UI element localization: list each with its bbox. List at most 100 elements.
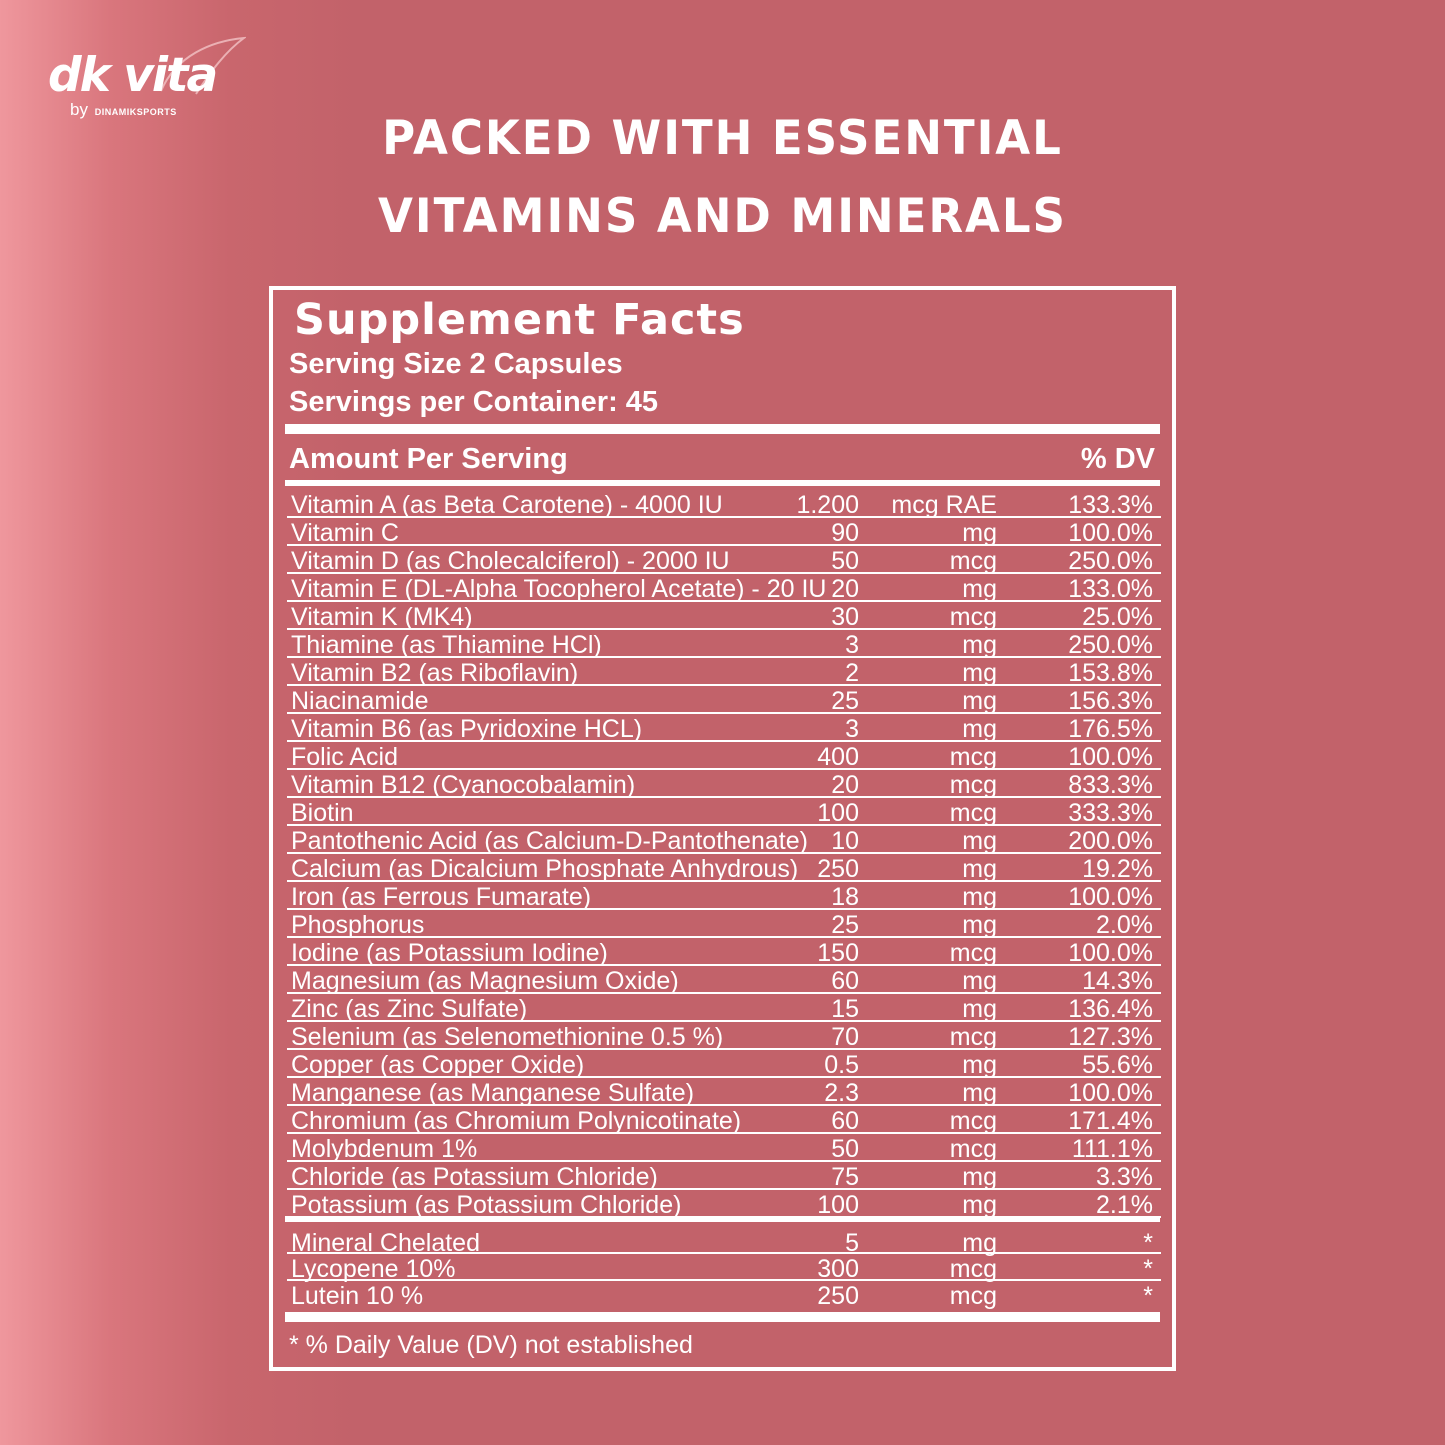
nutrient-row: Niacinamide 25 mg 156.3% <box>287 686 1161 715</box>
serving-size: Serving Size 2 Capsules <box>289 348 623 380</box>
nutrient-unit: mg <box>962 1163 997 1191</box>
nutrient-dv: 153.8% <box>1068 659 1153 687</box>
nutrient-dv: 833.3% <box>1068 771 1153 799</box>
nutrient-dv: 25.0% <box>1082 603 1153 631</box>
nutrient-row: Chromium (as Chromium Polynicotinate) 60 m… <box>287 1106 1161 1135</box>
nutrient-row: Vitamin A (as Beta Carotene) - 4000 IU 1.… <box>287 490 1161 519</box>
nutrient-amount: 2.3 <box>824 1079 859 1107</box>
nutrient-row: Pantothenic Acid (as Calcium-D-Pantothen… <box>287 826 1161 855</box>
nutrient-name: Chromium (as Chromium Polynicotinate) <box>291 1107 742 1135</box>
nutrient-amount: 100 <box>817 799 859 827</box>
nutrient-amount: 150 <box>817 939 859 967</box>
logo-brand: DINAMIKSPORTS <box>94 107 177 117</box>
nutrient-dv: 100.0% <box>1068 1079 1153 1107</box>
nutrient-unit: mg <box>962 1229 997 1257</box>
nutrient-row: Molybdenum 1% 50 mcg 111.1% <box>287 1134 1161 1163</box>
nutrient-name: Niacinamide <box>291 687 429 715</box>
nutrient-amount: 20 <box>831 575 859 603</box>
nutrient-row: Vitamin B6 (as Pyridoxine HCL) 3 mg 176.5% <box>287 714 1161 743</box>
nutrient-amount: 300 <box>817 1255 859 1284</box>
nutrient-amount: 3 <box>845 631 859 659</box>
nutrient-amount: 75 <box>831 1163 859 1191</box>
nutrient-row: Calcium (as Dicalcium Phosphate Anhydrou… <box>287 854 1161 883</box>
nutrient-unit: mg <box>962 911 997 939</box>
footnote: * % Daily Value (DV) not established <box>289 1331 693 1359</box>
nutrient-amount: 25 <box>831 911 859 939</box>
nutrient-row: Phosphorus 25 mg 2.0% <box>287 910 1161 939</box>
nutrient-name: Vitamin B6 (as Pyridoxine HCL) <box>291 715 643 743</box>
nutrient-dv: * <box>1143 1281 1153 1310</box>
nutrient-name: Molybdenum 1% <box>291 1135 478 1163</box>
nutrient-row: Vitamin B12 (Cyanocobalamin) 20 mcg 833.3% <box>287 770 1161 799</box>
nutrient-amount: 50 <box>831 1135 859 1163</box>
nutrient-unit: mg <box>962 519 997 547</box>
nutrient-unit: mcg <box>949 1281 997 1310</box>
nutrient-amount: 1.200 <box>796 491 859 519</box>
nutrient-amount: 250 <box>817 1281 859 1310</box>
nutrient-dv: 14.3% <box>1082 967 1153 995</box>
nutrient-name: Selenium (as Selenomethionine 0.5 %) <box>291 1023 724 1051</box>
nutrient-unit: mg <box>962 659 997 687</box>
nutrient-name: Calcium (as Dicalcium Phosphate Anhydrou… <box>291 855 799 883</box>
nutrient-row: Mineral Chelated 5 mg * <box>287 1228 1161 1257</box>
nutrient-unit: mcg <box>949 743 997 771</box>
nutrient-dv: 2.1% <box>1096 1191 1153 1219</box>
nutrient-rows: Vitamin A (as Beta Carotene) - 4000 IU 1.… <box>287 490 1161 1219</box>
nutrient-row: Selenium (as Selenomethionine 0.5 %) 70 mc… <box>287 1022 1161 1051</box>
nutrient-row: Magnesium (as Magnesium Oxide) 60 mg 14.3% <box>287 966 1161 995</box>
nutrient-unit: mcg <box>949 1023 997 1051</box>
nutrient-amount: 18 <box>831 883 859 911</box>
nutrient-unit: mg <box>962 855 997 883</box>
nutrient-dv: 133.3% <box>1068 491 1153 519</box>
leaf-icon <box>160 36 246 95</box>
nutrient-row: Thiamine (as Thiamine HCl) 3 mg 250.0% <box>287 630 1161 659</box>
nutrient-name: Lutein 10 % <box>291 1281 424 1310</box>
nutrient-name: Biotin <box>291 799 354 827</box>
divider-footer <box>285 1312 1160 1322</box>
nutrient-dv: 100.0% <box>1068 519 1153 547</box>
nutrient-name: Iodine (as Potassium Iodine) <box>291 939 608 967</box>
nutrient-dv: 250.0% <box>1068 547 1153 575</box>
nutrient-name: Potassium (as Potassium Chloride) <box>291 1191 682 1219</box>
nutrient-name: Lycopene 10% <box>291 1255 456 1284</box>
nutrient-dv: 171.4% <box>1068 1107 1153 1135</box>
nutrient-name: Vitamin A (as Beta Carotene) - 4000 IU <box>291 491 723 519</box>
nutrient-dv: 55.6% <box>1082 1051 1153 1079</box>
nutrient-unit: mcg <box>949 799 997 827</box>
nutrient-unit: mg <box>962 575 997 603</box>
nutrient-name: Vitamin B2 (as Riboflavin) <box>291 659 579 687</box>
nutrient-unit: mg <box>962 631 997 659</box>
nutrient-amount: 2 <box>845 659 859 687</box>
nutrient-unit: mcg <box>949 1107 997 1135</box>
nutrient-dv: 250.0% <box>1068 631 1153 659</box>
nutrient-unit: mcg <box>949 603 997 631</box>
nutrient-dv: 2.0% <box>1096 911 1153 939</box>
nutrient-unit: mcg <box>949 1255 997 1284</box>
nutrient-row: Lycopene 10% 300 mcg * <box>287 1254 1161 1283</box>
nutrient-name: Vitamin K (MK4) <box>291 603 473 631</box>
nutrient-amount: 90 <box>831 519 859 547</box>
nutrient-unit: mcg <box>949 939 997 967</box>
nutrient-amount: 15 <box>831 995 859 1023</box>
nutrient-dv: 3.3% <box>1096 1163 1153 1191</box>
nutrient-amount: 0.5 <box>824 1051 859 1079</box>
nutrient-dv: 156.3% <box>1068 687 1153 715</box>
nutrient-amount: 70 <box>831 1023 859 1051</box>
divider-header <box>285 480 1160 486</box>
nutrient-dv: 200.0% <box>1068 827 1153 855</box>
logo-byline: by DINAMIKSPORTS <box>70 100 177 122</box>
nutrient-row: Biotin 100 mcg 333.3% <box>287 798 1161 827</box>
supplement-facts-panel: Supplement Facts Serving Size 2 Capsules… <box>269 286 1176 1371</box>
logo-wordmark: dk vita <box>48 48 218 103</box>
nutrient-amount: 20 <box>831 771 859 799</box>
nutrient-unit: mg <box>962 827 997 855</box>
nutrient-row: Potassium (as Potassium Chloride) 100 mg 2.… <box>287 1190 1161 1219</box>
nutrient-amount: 60 <box>831 1107 859 1135</box>
nutrient-row: Chloride (as Potassium Chloride) 75 mg 3.3% <box>287 1162 1161 1191</box>
nutrient-amount: 10 <box>831 827 859 855</box>
nutrient-name: Folic Acid <box>291 743 398 771</box>
nutrient-row: Vitamin B2 (as Riboflavin) 2 mg 153.8% <box>287 658 1161 687</box>
nutrient-row: Lutein 10 % 250 mcg * <box>287 1281 1161 1310</box>
nutrient-amount: 250 <box>817 855 859 883</box>
nutrient-dv: 19.2% <box>1082 855 1153 883</box>
